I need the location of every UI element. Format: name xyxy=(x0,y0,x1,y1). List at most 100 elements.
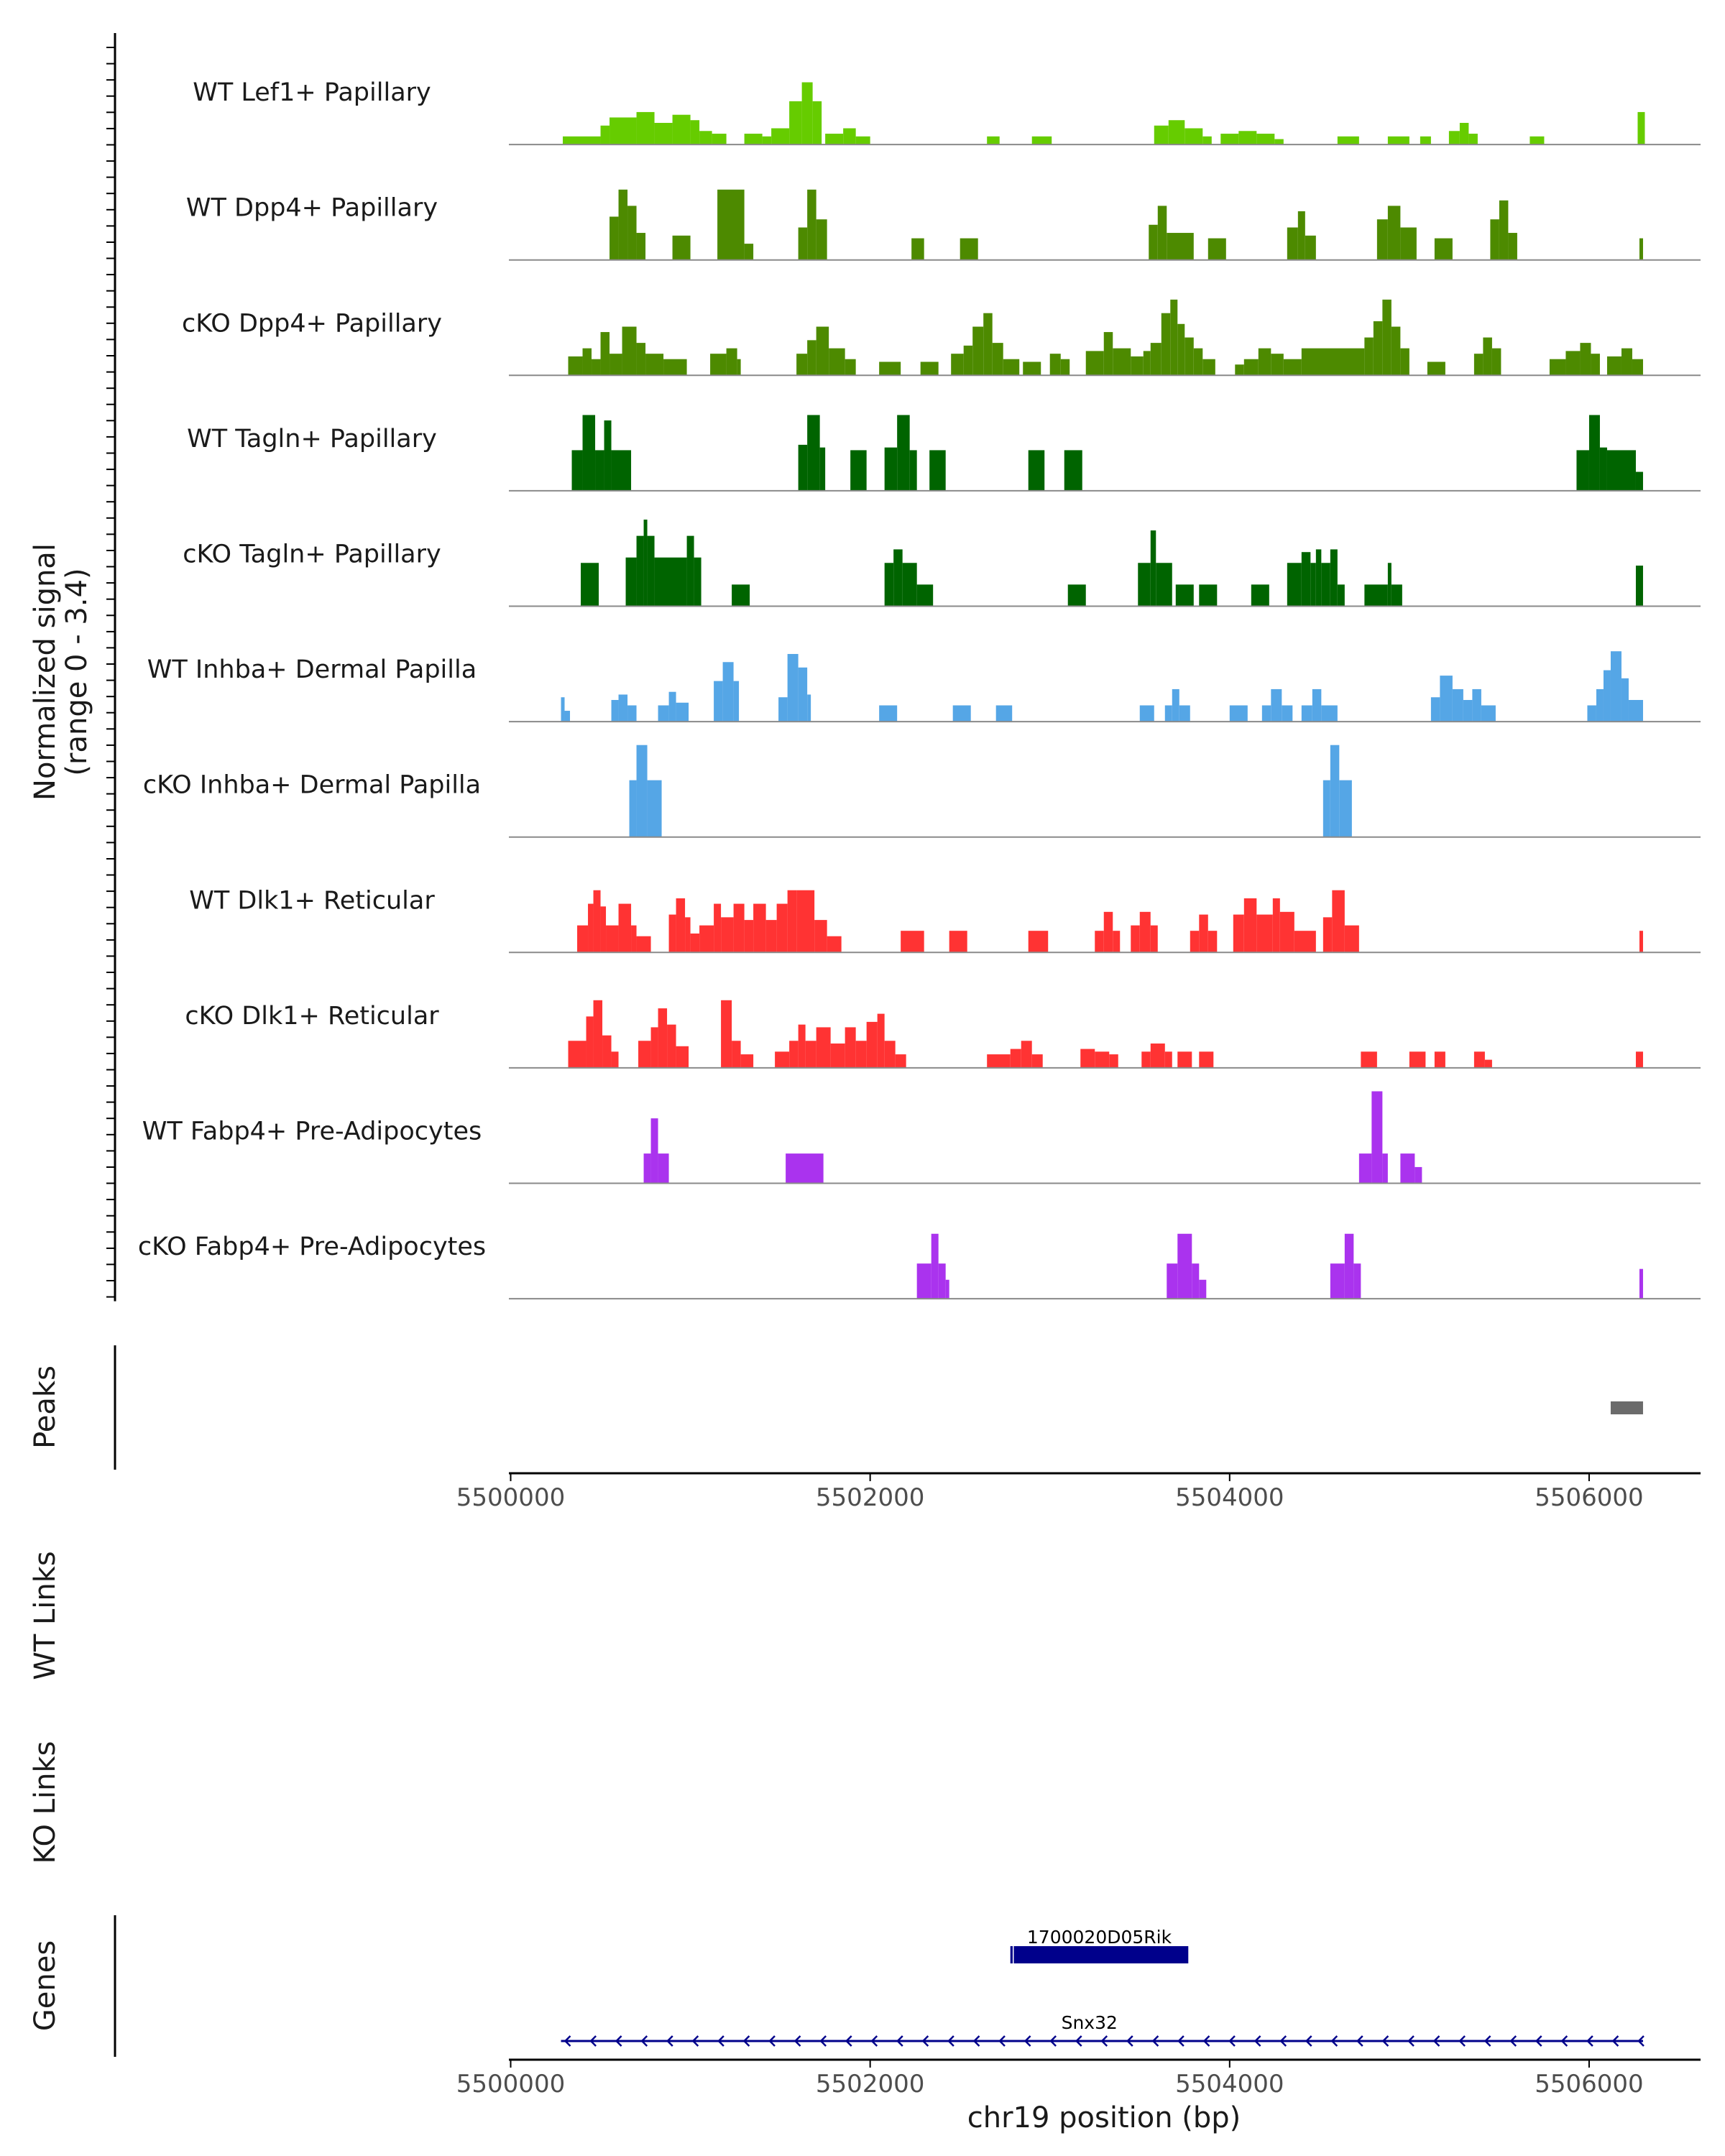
x-tick-label: 5506000 xyxy=(1535,1483,1643,1512)
coverage-bin xyxy=(568,1041,586,1068)
coverage-bin xyxy=(643,520,648,607)
coverage-bin xyxy=(611,450,632,491)
coverage-bin xyxy=(588,903,594,953)
coverage-bin xyxy=(916,1263,932,1299)
coverage-bin xyxy=(1021,1041,1032,1068)
coverage-bin xyxy=(618,694,628,722)
coverage-bin xyxy=(1028,931,1049,953)
coverage-bin xyxy=(1297,211,1305,260)
coverage-bin xyxy=(1434,238,1453,260)
coverage-bin xyxy=(1023,361,1041,376)
coverage-bin xyxy=(636,233,646,260)
coverage-bin xyxy=(1003,359,1020,376)
gene-strand-arrow xyxy=(1254,2035,1261,2047)
coverage-bin xyxy=(582,348,592,376)
coverage-bin xyxy=(829,348,845,376)
coverage-bin xyxy=(762,136,772,145)
coverage-bin xyxy=(733,903,745,953)
coverage-bin xyxy=(796,354,808,376)
coverage-bin xyxy=(807,340,816,376)
coverage-bin xyxy=(631,925,637,953)
coverage-bin xyxy=(1271,354,1284,376)
coverage-bin xyxy=(816,219,827,260)
coverage-bin xyxy=(855,1041,867,1068)
gene-strand-arrow xyxy=(1279,2035,1287,2047)
gene-exon xyxy=(1010,1946,1189,1963)
coverage-bin xyxy=(1150,530,1156,607)
coverage-bin xyxy=(972,326,984,376)
coverage-bin xyxy=(1606,450,1636,491)
track-label: cKO Dpp4+ Papillary xyxy=(182,309,442,338)
coverage-bin xyxy=(776,903,788,953)
coverage-bin xyxy=(1287,227,1298,260)
gene-strand-arrow xyxy=(1509,2035,1517,2047)
coverage-bin xyxy=(577,925,589,953)
coverage-bin xyxy=(895,1054,906,1068)
gene-strand-arrow xyxy=(666,2035,673,2047)
coverage-bin xyxy=(595,450,604,491)
coverage-bin xyxy=(1157,206,1167,260)
gene-strand-arrow xyxy=(1432,2035,1440,2047)
coverage-bin xyxy=(1565,351,1581,376)
coverage-bin xyxy=(606,925,619,953)
gene-strand-arrow xyxy=(998,2035,1006,2047)
coverage-bin xyxy=(1373,321,1383,376)
coverage-bin xyxy=(1095,931,1104,953)
coverage-bin xyxy=(902,563,917,607)
gene-strand-arrow xyxy=(794,2035,801,2047)
coverage-bin xyxy=(951,354,964,376)
coverage-bin xyxy=(1499,200,1509,260)
coverage-bin xyxy=(1358,1153,1372,1184)
coverage-bin xyxy=(1321,563,1330,607)
coverage-bin xyxy=(1208,931,1218,953)
coverage-bin xyxy=(778,697,788,722)
coverage-bin xyxy=(636,343,646,376)
coverage-bin xyxy=(1179,705,1190,722)
track-1: WT Dpp4+ Papillary xyxy=(186,189,1701,261)
coverage-bin xyxy=(1339,780,1352,837)
coverage-bin xyxy=(1243,898,1257,953)
coverage-bin xyxy=(1400,227,1417,260)
coverage-bin xyxy=(1481,705,1496,722)
gene-Snx32: Snx32 xyxy=(561,2012,1644,2047)
gene-strand-arrow xyxy=(1177,2035,1184,2047)
gene-strand-arrow xyxy=(1535,2035,1542,2047)
coverage-bin xyxy=(593,1000,603,1068)
gene-strand-arrow xyxy=(1586,2035,1593,2047)
coverage-bin xyxy=(592,359,601,376)
coverage-bin xyxy=(825,134,844,145)
coverage-bin xyxy=(1080,1049,1095,1068)
coverage-bin xyxy=(647,535,655,607)
coverage-bin xyxy=(771,128,790,145)
coverage-bin xyxy=(1271,688,1282,722)
coverage-bin xyxy=(765,920,777,953)
coverage-bin xyxy=(1103,911,1113,953)
x-tick-label: 5506000 xyxy=(1535,2070,1643,2099)
track-label: WT Dpp4+ Papillary xyxy=(186,194,438,223)
gene-strand-arrow xyxy=(1407,2035,1414,2047)
coverage-bin xyxy=(1164,1051,1172,1068)
coverage-bin xyxy=(650,1027,658,1068)
coverage-bin xyxy=(801,82,813,145)
peak-region xyxy=(1610,1401,1643,1414)
track-label: WT Dlk1+ Reticular xyxy=(189,886,435,915)
coverage-bin xyxy=(1085,351,1104,376)
coverage-bin xyxy=(1632,359,1643,376)
coverage-bin xyxy=(1049,354,1061,376)
coverage-bin xyxy=(668,914,676,953)
coverage-bin xyxy=(1332,890,1345,953)
coverage-bin xyxy=(685,917,691,953)
coverage-bin xyxy=(1508,233,1517,260)
track-3: WT Tagln+ Papillary xyxy=(187,415,1701,492)
coverage-bin xyxy=(1243,359,1259,376)
coverage-bin xyxy=(600,906,607,953)
gene-strand-arrow xyxy=(768,2035,776,2047)
coverage-bin xyxy=(1272,898,1280,953)
gene-strand-arrow xyxy=(691,2035,699,2047)
coverage-bin xyxy=(1150,1044,1165,1068)
x-tick-label: 5504000 xyxy=(1175,2070,1284,2099)
coverage-bin xyxy=(1353,1263,1361,1299)
coverage-bin xyxy=(1095,1051,1110,1068)
coverage-bin xyxy=(1154,125,1169,145)
coverage-bin xyxy=(699,131,712,145)
